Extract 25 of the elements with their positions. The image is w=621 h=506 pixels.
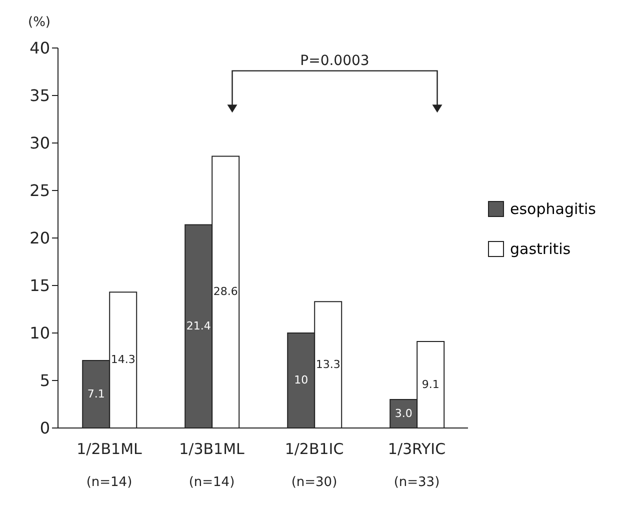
annotation: P=0.0003 [300, 52, 370, 69]
y-tick-label: 0 [40, 418, 50, 438]
data-label: 14.3 [110, 353, 136, 366]
data-label: 10 [294, 374, 308, 387]
y-tick-label: 30 [30, 134, 50, 153]
y-tick-label: 25 [30, 181, 50, 200]
data-label: 9.1 [422, 378, 440, 391]
legend-label: gastritis [510, 240, 571, 258]
data-label: 7.1 [87, 387, 105, 400]
x-tick-label: 1/2B1IC (n=30) [284, 440, 344, 490]
data-label: 21.4 [186, 319, 211, 332]
x-tick-label: 1/2B1ML (n=14) [76, 440, 143, 490]
data-label: 3.0 [394, 406, 412, 420]
y-tick-label: 10 [30, 324, 50, 343]
legend-label: esophagitis [510, 200, 596, 218]
y-tick-label: 40 [30, 38, 50, 58]
y-tick-label: 5 [40, 371, 50, 390]
x-tick-label: 1/3RYIC (n=33) [388, 440, 446, 490]
x-tick-label: 1/3B1ML (n=14) [179, 440, 246, 490]
y-axis-title: (%) [28, 15, 50, 30]
data-label: 13.3 [316, 358, 340, 371]
data-label: 28.6 [213, 285, 238, 298]
y-tick-label: 20 [30, 228, 50, 248]
y-tick-label: 35 [30, 86, 50, 106]
y-tick-label: 15 [30, 276, 50, 296]
